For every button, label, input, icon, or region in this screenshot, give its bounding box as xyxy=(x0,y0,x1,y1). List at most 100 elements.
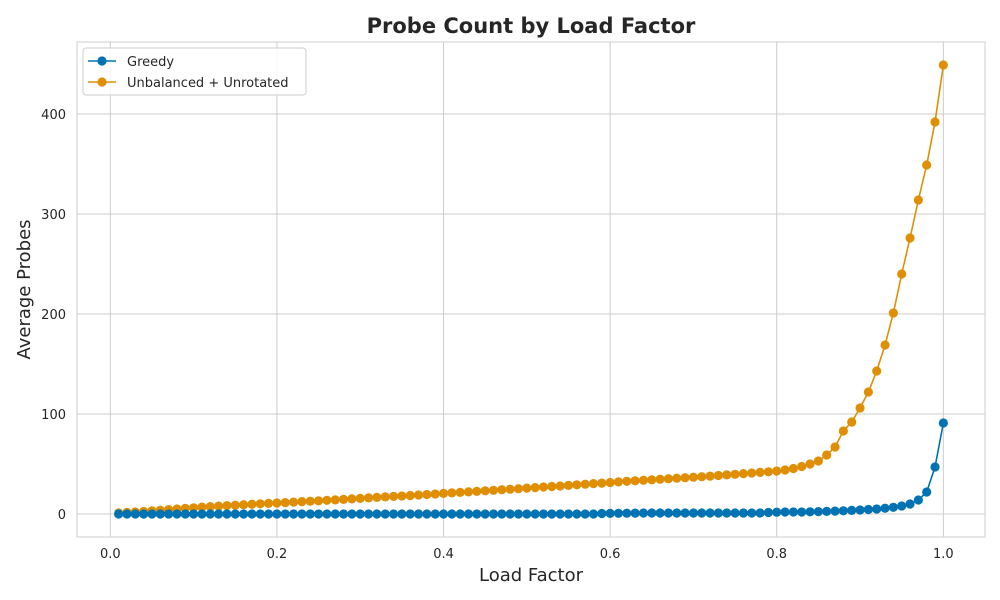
data-point xyxy=(488,485,499,495)
legend-frame xyxy=(82,47,307,96)
series-0 xyxy=(114,418,948,519)
data-point xyxy=(297,509,307,519)
x-tick-label: 0.2 xyxy=(267,547,288,562)
data-point xyxy=(838,426,848,436)
data-point xyxy=(863,387,873,397)
data-point xyxy=(455,509,465,519)
data-point xyxy=(172,509,182,519)
data-point xyxy=(697,472,707,482)
data-point xyxy=(272,509,282,519)
data-point xyxy=(630,508,640,518)
data-point xyxy=(372,509,382,519)
data-point xyxy=(388,509,399,519)
data-point xyxy=(347,494,357,504)
data-point xyxy=(355,493,365,503)
series-1 xyxy=(114,60,948,518)
x-tick-label: 0.4 xyxy=(433,547,454,562)
data-point xyxy=(597,508,607,519)
data-point xyxy=(313,509,324,519)
data-point xyxy=(288,497,299,507)
data-point xyxy=(463,487,474,497)
data-point xyxy=(647,475,657,485)
data-point xyxy=(413,490,424,500)
y-tick-label: 300 xyxy=(41,208,66,223)
data-point xyxy=(605,508,615,518)
data-point xyxy=(413,509,424,519)
data-point xyxy=(480,486,490,496)
data-point xyxy=(638,475,649,485)
data-point xyxy=(197,502,207,512)
chart-title: Probe Count by Load Factor xyxy=(367,14,696,38)
data-point xyxy=(388,491,399,501)
data-point xyxy=(897,269,907,279)
data-point xyxy=(488,509,499,519)
data-point xyxy=(855,505,865,515)
data-point xyxy=(647,508,657,518)
data-point xyxy=(897,501,907,511)
data-point xyxy=(555,481,565,491)
data-point xyxy=(164,509,174,519)
data-point xyxy=(538,509,549,519)
data-point xyxy=(872,504,882,514)
data-point xyxy=(705,471,715,481)
data-point xyxy=(830,442,840,452)
data-point xyxy=(205,509,215,519)
data-point xyxy=(747,508,757,518)
legend-label: Greedy xyxy=(127,55,174,70)
data-point xyxy=(930,117,940,127)
data-point xyxy=(663,508,674,518)
data-point xyxy=(513,484,524,494)
data-point xyxy=(130,509,140,519)
data-point xyxy=(505,484,515,494)
data-point xyxy=(622,476,632,486)
data-point xyxy=(747,468,757,478)
data-point xyxy=(613,508,624,518)
data-point xyxy=(863,504,873,515)
data-point xyxy=(222,509,232,519)
data-point xyxy=(630,476,640,486)
data-point xyxy=(322,509,332,519)
data-point xyxy=(505,509,515,519)
data-point xyxy=(772,507,782,517)
data-point xyxy=(305,509,315,519)
data-point xyxy=(405,509,415,519)
data-point xyxy=(497,509,507,519)
data-point xyxy=(713,508,724,518)
data-point xyxy=(938,60,948,70)
data-point xyxy=(822,506,832,516)
data-point xyxy=(830,506,840,516)
y-tick-label: 100 xyxy=(41,408,66,423)
data-point xyxy=(888,502,898,512)
data-point xyxy=(722,508,732,518)
data-point xyxy=(938,418,948,428)
data-point xyxy=(580,479,590,489)
series-layer xyxy=(114,60,948,519)
data-point xyxy=(572,509,582,519)
legend-label: Unbalanced + Unrotated xyxy=(127,76,289,91)
data-point xyxy=(522,509,532,519)
data-point xyxy=(313,496,324,506)
data-point xyxy=(672,473,682,483)
x-axis-label: Load Factor xyxy=(479,565,584,586)
data-point xyxy=(722,470,732,480)
data-point xyxy=(847,417,857,427)
data-point xyxy=(214,509,224,519)
data-point xyxy=(588,509,599,519)
data-point xyxy=(763,467,774,477)
y-tick-label: 200 xyxy=(41,308,66,323)
y-axis-label: Average Probes xyxy=(14,219,35,359)
x-tick-label: 0.8 xyxy=(766,547,787,562)
data-point xyxy=(872,366,882,376)
data-point xyxy=(780,465,790,475)
data-point xyxy=(330,509,340,519)
data-point xyxy=(380,509,390,519)
data-point xyxy=(563,480,574,490)
data-point xyxy=(530,509,540,519)
data-point xyxy=(139,509,149,519)
y-tick-label: 400 xyxy=(41,108,66,123)
legend-item: Unbalanced + Unrotated xyxy=(88,76,289,91)
data-point xyxy=(197,509,207,519)
data-point xyxy=(813,456,823,466)
plot-area xyxy=(76,41,986,538)
